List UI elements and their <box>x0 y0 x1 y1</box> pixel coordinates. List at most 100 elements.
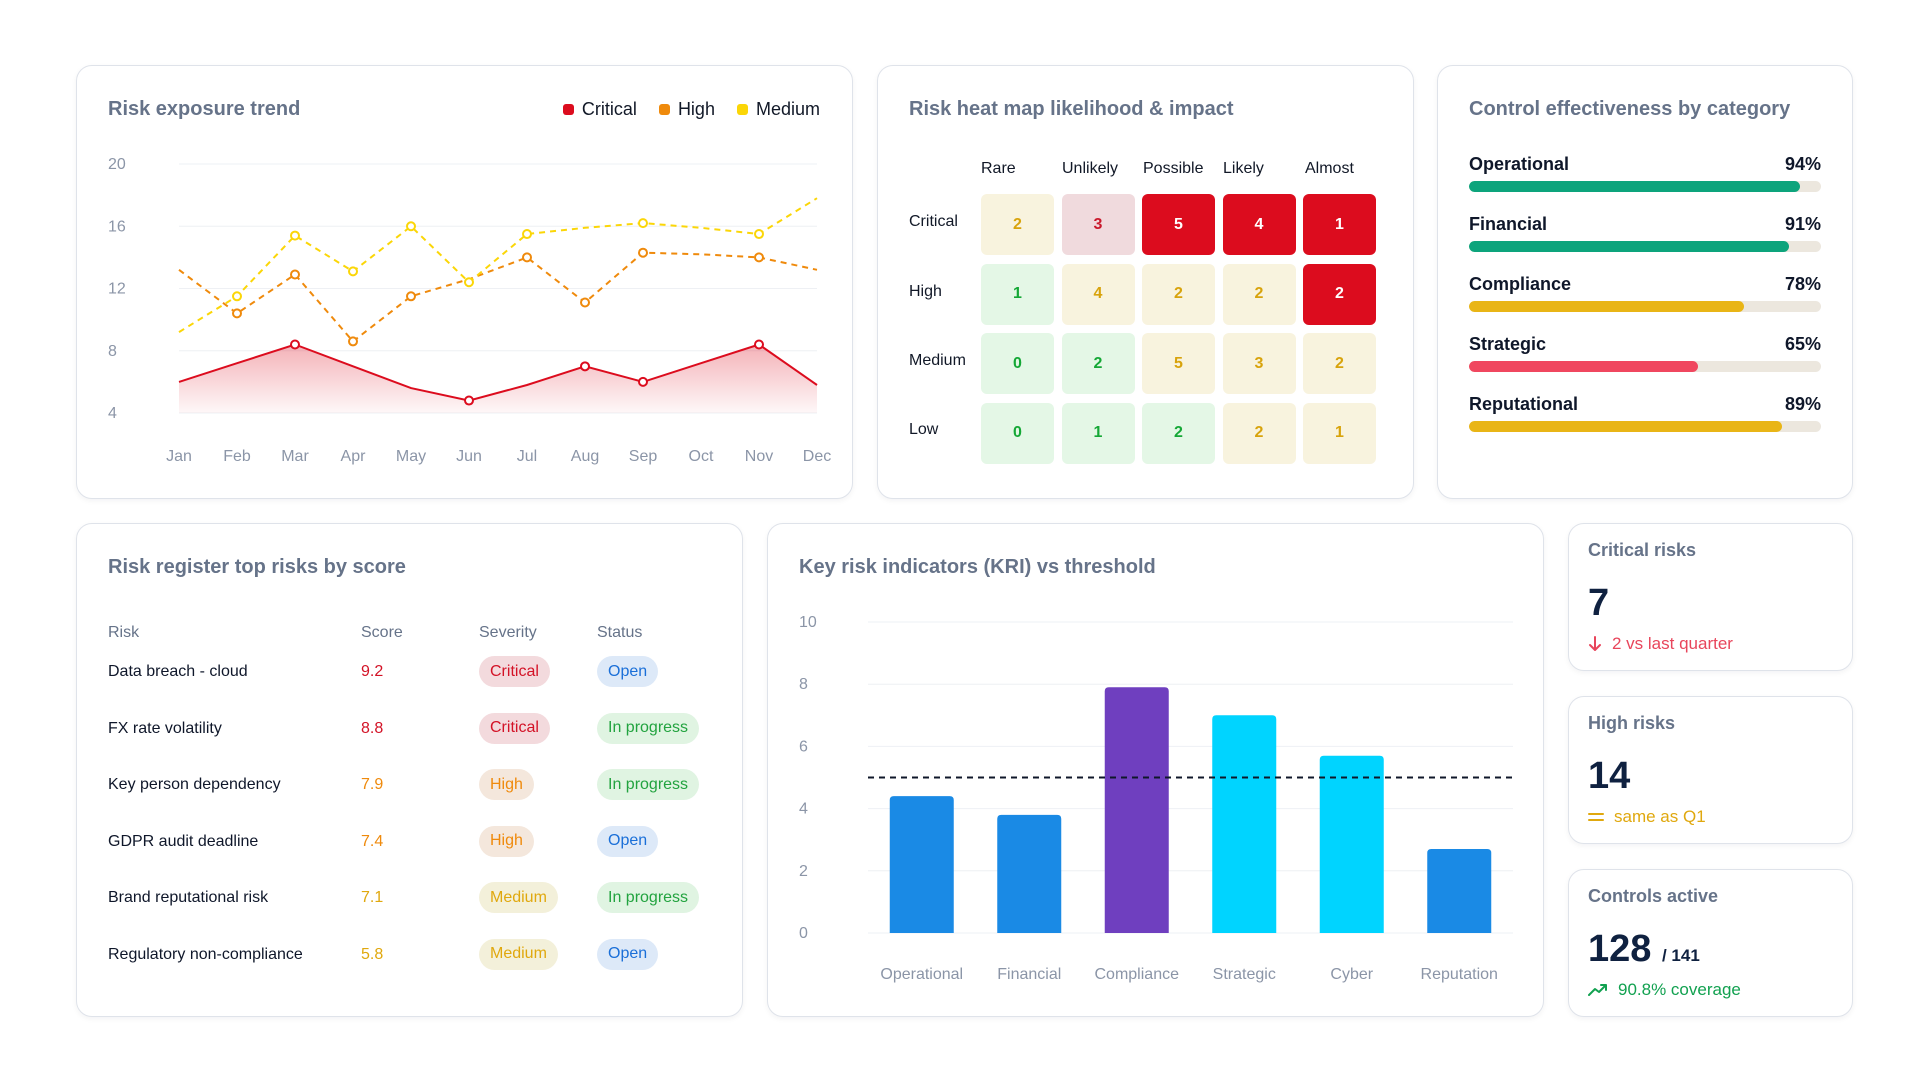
control-track <box>1469 301 1821 312</box>
x-tick-label: Strategic <box>1213 966 1276 983</box>
data-point-medium <box>348 266 358 277</box>
severity-badge: Medium <box>479 882 558 913</box>
column-header-score: Score <box>361 624 403 641</box>
high-risks-card: High risks 14 same as Q1 <box>1568 696 1853 844</box>
y-tick-label: 8 <box>799 676 808 693</box>
risk-name: Brand reputational risk <box>108 889 269 906</box>
legend-swatch-critical <box>562 104 574 115</box>
control-value: 78% <box>1784 274 1821 294</box>
column-header-risk: Risk <box>108 624 140 641</box>
x-tick-label: May <box>396 448 426 465</box>
control-fill <box>1469 421 1783 432</box>
legend-label-medium: Medium <box>755 99 820 119</box>
data-point-critical <box>754 339 764 350</box>
heatmap-cell: 1 <box>981 263 1054 325</box>
control-label: Financial <box>1469 214 1548 234</box>
x-tick-label: Dec <box>803 448 831 465</box>
heatmap-cell: 5 <box>1142 194 1215 255</box>
data-point-high <box>348 336 358 347</box>
data-point-medium <box>232 291 242 302</box>
control-fill <box>1469 301 1744 312</box>
data-point-medium <box>464 277 474 288</box>
status-badge: In progress <box>597 882 700 913</box>
heatmap-cell: 0 <box>981 402 1054 464</box>
controls-active-note: 90.8% coverage <box>1588 980 1741 1000</box>
heatmap-cell: 2 <box>1142 402 1215 464</box>
critical-risks-card: Critical risks 7 2 vs last quarter <box>1568 523 1853 671</box>
data-point-medium <box>406 221 416 232</box>
high-risks-note: same as Q1 <box>1588 807 1706 827</box>
critical-risks-note-text: 2 vs last quarter <box>1612 634 1733 653</box>
risk-name: GDPR audit deadline <box>108 832 259 850</box>
risk-exposure-trend-title: Risk exposure trend <box>108 98 301 120</box>
column-header-status: Status <box>597 624 643 641</box>
heatmap-cell: 2 <box>1303 263 1376 325</box>
y-tick-label: 10 <box>799 614 817 631</box>
data-point-high <box>406 291 416 302</box>
x-tick-label: Cyber <box>1330 966 1373 983</box>
control-label: Compliance <box>1469 274 1572 294</box>
status-badge: In progress <box>597 712 700 744</box>
heatmap-cell: 4 <box>1222 194 1296 255</box>
risk-heat-map-card: Risk heat map likelihood & impact Rare U… <box>877 65 1414 499</box>
critical-risks-value: 7 <box>1588 582 1610 624</box>
kri-bar <box>1104 687 1169 933</box>
severity-badge: Critical <box>479 656 550 687</box>
x-tick-label: Aug <box>571 448 599 465</box>
risk-exposure-trend-card: Risk exposure trend Critical High Medium… <box>76 65 853 499</box>
control-fill <box>1469 361 1698 372</box>
heatmap-row-high: High <box>909 283 942 300</box>
series-area-critical <box>179 344 817 413</box>
y-tick-label: 2 <box>799 863 808 880</box>
risk-score: 7.9 <box>361 776 384 793</box>
data-point-medium <box>522 229 532 240</box>
status-badge: In progress <box>597 769 700 800</box>
y-tick-label: 4 <box>108 405 117 422</box>
data-point-high <box>232 308 242 319</box>
legend-item-medium: Medium <box>736 99 820 120</box>
legend-item-high: High <box>658 99 715 120</box>
heatmap-cell: 3 <box>1222 333 1296 394</box>
severity-badge: High <box>479 825 534 857</box>
risk-heat-map-title: Risk heat map likelihood & impact <box>909 98 1234 120</box>
control-effectiveness-card: Control effectiveness by category Operat… <box>1437 65 1853 499</box>
data-point-high <box>290 269 300 280</box>
equals-icon <box>1588 813 1604 821</box>
control-label: Strategic <box>1469 334 1547 354</box>
controls-active-total: / 141 <box>1661 946 1700 965</box>
risk-register-title: Risk register top risks by score <box>108 556 406 578</box>
x-tick-label: Jun <box>456 448 482 465</box>
status-badge: Open <box>597 938 659 970</box>
x-tick-label: Apr <box>341 448 367 465</box>
data-point-critical <box>580 361 590 372</box>
heatmap-col-almost: Almost <box>1305 160 1354 177</box>
y-tick-label: 4 <box>799 801 808 818</box>
x-tick-label: Feb <box>223 448 251 465</box>
control-label: Operational <box>1469 154 1570 174</box>
x-tick-label: Compliance <box>1095 966 1180 983</box>
risk-score: 8.8 <box>361 719 384 737</box>
x-tick-label: Jul <box>517 448 537 465</box>
data-point-critical <box>638 376 648 387</box>
heatmap-cell: 3 <box>1061 194 1135 255</box>
data-point-high <box>754 252 764 263</box>
kri-title: Key risk indicators (KRI) vs threshold <box>799 556 1156 578</box>
kri-bar <box>889 796 954 933</box>
kri-bar <box>1212 715 1277 933</box>
status-badge: Open <box>597 825 659 857</box>
risk-name: FX rate volatility <box>108 719 222 737</box>
risk-score: 5.8 <box>361 945 384 963</box>
series-line-high <box>178 251 818 343</box>
legend-item-critical: Critical <box>562 99 637 120</box>
severity-badge: Medium <box>479 938 558 970</box>
heatmap-row-low: Low <box>909 421 939 438</box>
control-value: 91% <box>1784 214 1821 234</box>
risk-register-card: Risk register top risks by score Risk Sc… <box>76 523 743 1017</box>
risk-score: 7.4 <box>361 832 384 850</box>
heatmap-cell: 5 <box>1142 333 1215 394</box>
control-value: 65% <box>1784 334 1821 354</box>
high-risks-note-text: same as Q1 <box>1614 807 1706 826</box>
heatmap-col-unlikely: Unlikely <box>1062 160 1119 177</box>
severity-badge: High <box>479 769 534 800</box>
y-tick-label: 0 <box>799 925 808 942</box>
